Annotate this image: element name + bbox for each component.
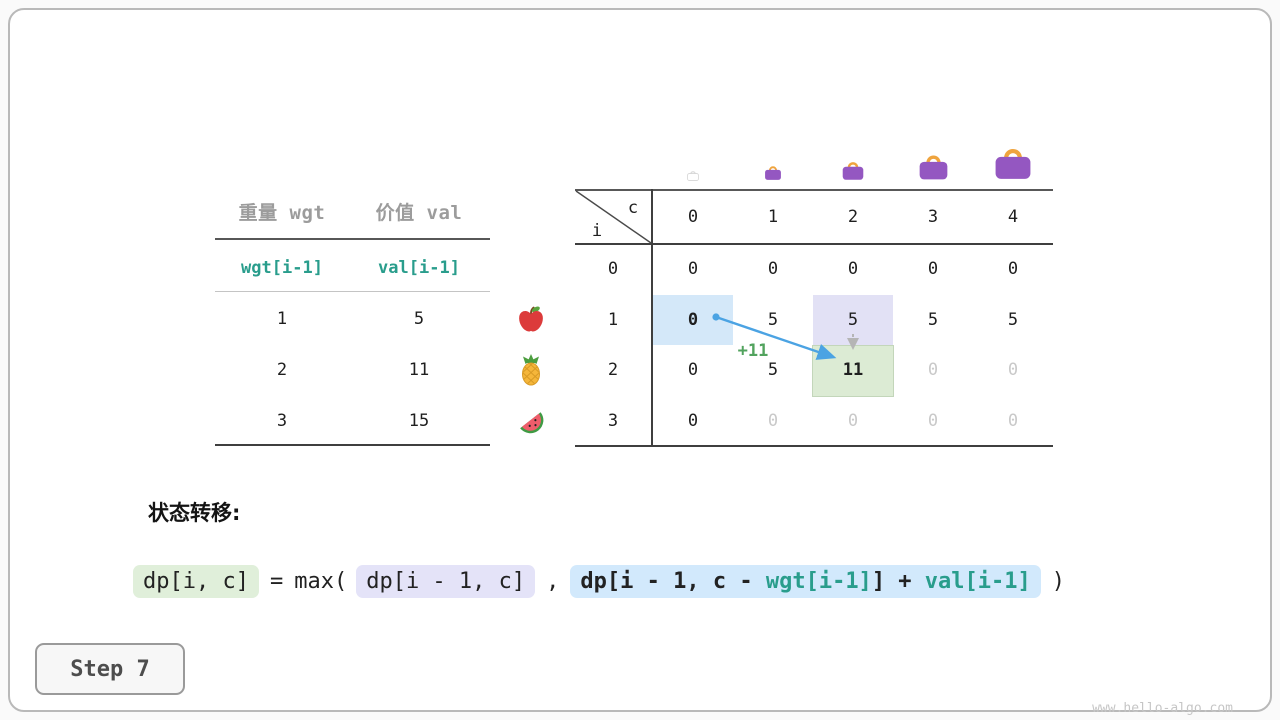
dp-col-header-0: 0 [687,207,699,227]
dp-header-rule [575,243,1053,245]
dp-cell-1-2: 5 [847,309,859,330]
dp-col-header-2: 2 [847,207,859,227]
dp-cell-2-4: 0 [1007,360,1019,380]
state-transition-heading: 状态转移: [148,501,241,525]
formula-close-paren: ) [1051,568,1066,594]
watermelon-icon [515,405,547,437]
dp-col-header-1: 1 [767,207,779,227]
dp-vertical-rule [651,189,653,447]
items-formula-wgt: wgt[i-1] [241,258,323,278]
dp-cell-0-3: 0 [927,259,939,279]
bag-ghost-icon [686,169,700,181]
item-row-0-wgt: 1 [276,309,288,329]
step-badge: Step 7 [35,643,185,695]
dp-col-header-4: 4 [1007,207,1019,227]
dp-corner-row-label: i [591,221,603,241]
formula-max-open: max( [294,568,348,594]
item-row-2-val: 15 [408,411,430,431]
state-transition-formula: dp[i, c] = max( dp[i - 1, c] , dp[i - 1,… [133,558,1076,604]
formula-take-part-2: ] + [871,568,925,594]
dp-cell-3-2: 0 [847,410,859,431]
dp-cell-3-1: 0 [767,410,779,431]
items-col-header-value: 价值 val [375,201,463,224]
items-mid-rule [215,291,490,292]
formula-equals: = [269,568,284,594]
item-row-0-val: 5 [413,309,425,329]
dp-cell-1-4: 5 [1007,309,1019,330]
dp-cell-0-4: 0 [1007,259,1019,279]
item-row-1-val: 11 [408,360,430,380]
dp-cell-0-2: 0 [847,259,859,279]
formula-option-keep: dp[i - 1, c] [356,564,536,598]
dp-row-header-3: 3 [607,410,619,431]
dp-cell-1-3: 5 [927,309,939,330]
formula-take-part-1: wgt[i-1] [765,568,872,594]
formula-take-part-3: val[i-1] [924,568,1031,594]
pineapple-icon [515,354,547,386]
watermark: www.hello-algo.com [1092,701,1233,716]
bag-icon-3 [916,150,951,181]
item-row-2-wgt: 3 [276,411,288,431]
bag-icon-1 [763,163,783,181]
dp-row-header-1: 1 [607,309,619,330]
dp-cell-1-1: 5 [767,309,779,330]
apple-icon [515,303,547,335]
items-formula-val: val[i-1] [378,258,460,278]
items-bottom-rule [215,444,490,446]
dp-cell-2-3: 0 [927,360,939,380]
dp-cell-3-4: 0 [1007,410,1019,431]
dp-cell-1-0: 0 [687,309,699,330]
dp-row-header-0: 0 [607,259,619,279]
items-col-header-weight: 重量 wgt [238,201,326,224]
dp-cell-2-2: 11 [842,360,864,380]
dp-cell-0-1: 0 [767,259,779,279]
bag-icon-2 [840,158,866,181]
dp-cell-2-0: 0 [687,360,699,380]
formula-comma: , [546,568,560,594]
formula-take-part-0: dp[i - 1, c - [580,568,766,594]
dp-bottom-rule [575,445,1053,447]
dp-top-rule [575,189,1053,191]
arrow-gain-label: +11 [737,341,769,361]
items-header-rule [215,238,490,240]
item-row-1-wgt: 2 [276,360,288,380]
bag-icon-4 [991,142,1035,181]
dp-col-header-3: 3 [927,207,939,227]
dp-corner-col-label: c [627,198,639,218]
formula-option-take: dp[i - 1, c - wgt[i-1]] + val[i-1] [570,564,1041,598]
dp-cell-3-0: 0 [687,410,699,431]
dp-cell-0-0: 0 [687,259,699,279]
dp-cell-2-1: 5 [767,360,779,380]
dp-row-header-2: 2 [607,360,619,380]
formula-result: dp[i, c] [133,564,259,598]
dp-cell-3-3: 0 [927,410,939,431]
